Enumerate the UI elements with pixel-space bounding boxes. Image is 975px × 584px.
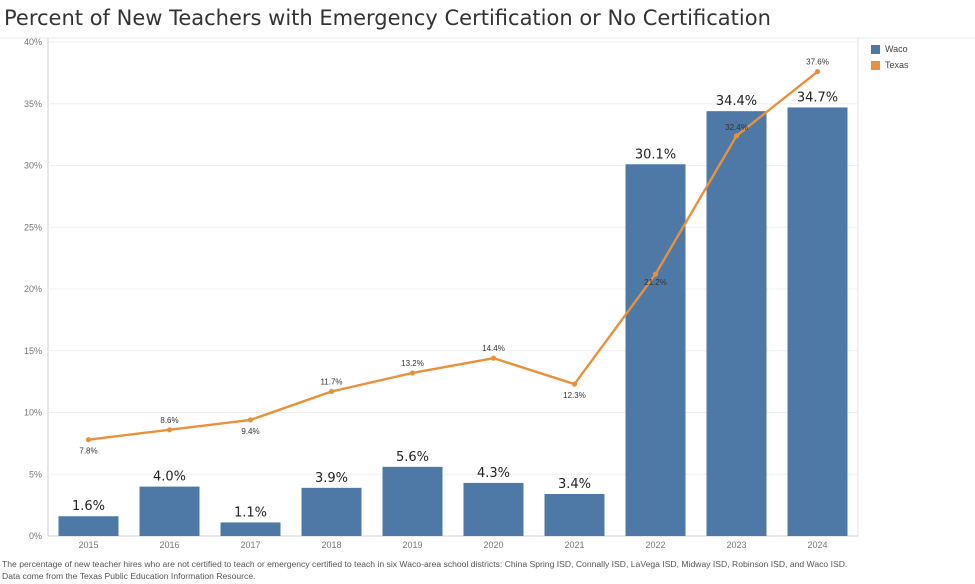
point-label-texas-2019: 13.2% (401, 359, 424, 368)
bar-label-waco-2022: 30.1% (635, 147, 676, 162)
legend-item-waco[interactable]: Waco (871, 41, 909, 57)
x-tick-label: 2017 (240, 540, 260, 550)
point-texas-2019[interactable] (409, 370, 416, 376)
bar-label-waco-2017: 1.1% (234, 505, 267, 520)
y-tick-label: 30% (24, 161, 42, 171)
bar-waco-2020[interactable] (463, 482, 524, 536)
bar-waco-2024[interactable] (787, 107, 848, 536)
y-tick-label: 15% (24, 346, 42, 356)
x-tick-label: 2015 (78, 540, 98, 550)
y-tick-label: 20% (24, 284, 42, 294)
point-label-texas-2020: 14.4% (482, 344, 505, 353)
x-tick-label: 2023 (726, 540, 746, 550)
y-tick-label: 35% (24, 99, 42, 109)
x-tick-label: 2020 (483, 540, 503, 550)
x-tick-label: 2018 (321, 540, 341, 550)
bar-waco-2021[interactable] (544, 494, 605, 536)
bar-waco-2015[interactable] (58, 516, 119, 536)
legend-item-texas[interactable]: Texas (871, 57, 909, 73)
y-tick-label: 5% (29, 469, 42, 479)
x-tick-label: 2022 (645, 540, 665, 550)
bar-waco-2019[interactable] (382, 466, 443, 536)
footnote: The percentage of new teacher hires who … (2, 559, 848, 581)
y-tick-label: 10% (24, 408, 42, 418)
bar-label-waco-2018: 3.9% (315, 471, 348, 486)
legend-swatch-texas (871, 60, 880, 70)
point-texas-2020[interactable] (490, 355, 497, 361)
bar-waco-2022[interactable] (625, 164, 686, 536)
legend: Waco Texas (871, 41, 909, 73)
point-label-texas-2024: 37.6% (806, 58, 829, 67)
bar-label-waco-2020: 4.3% (477, 466, 510, 481)
x-tick-label: 2024 (807, 540, 827, 550)
point-texas-2023[interactable] (733, 133, 740, 139)
y-tick-label: 0% (29, 531, 42, 541)
bar-label-waco-2023: 34.4% (716, 94, 757, 109)
point-texas-2022[interactable] (652, 271, 659, 277)
bar-label-waco-2024: 34.7% (797, 90, 838, 105)
point-texas-2017[interactable] (247, 417, 254, 423)
y-tick-label: 25% (24, 222, 42, 232)
point-label-texas-2022: 21.2% (644, 278, 667, 287)
bar-label-waco-2021: 3.4% (558, 477, 591, 492)
bar-waco-2018[interactable] (301, 487, 362, 536)
line-texas (88, 70, 819, 441)
point-texas-2021[interactable] (571, 381, 578, 387)
point-texas-2015[interactable] (85, 437, 92, 443)
point-label-texas-2017: 9.4% (241, 427, 259, 436)
x-tick-label: 2019 (402, 540, 422, 550)
bar-label-waco-2016: 4.0% (153, 470, 186, 485)
bar-label-waco-2019: 5.6% (396, 450, 429, 465)
point-label-texas-2016: 8.6% (160, 416, 178, 425)
point-label-texas-2023: 32.4% (725, 123, 748, 132)
legend-swatch-waco (871, 44, 880, 54)
chart-title: Percent of New Teachers with Emergency C… (4, 6, 771, 30)
bar-waco-2016[interactable] (139, 486, 200, 536)
y-tick-label: 40% (24, 37, 42, 47)
x-tick-label: 2016 (159, 540, 179, 550)
bar-label-waco-2015: 1.6% (72, 499, 105, 514)
bar-waco-2023[interactable] (706, 111, 767, 536)
legend-label-texas: Texas (885, 60, 909, 70)
point-label-texas-2015: 7.8% (79, 447, 97, 456)
point-texas-2016[interactable] (166, 427, 173, 433)
legend-label-waco: Waco (885, 44, 908, 54)
point-label-texas-2018: 11.7% (320, 378, 342, 387)
bar-waco-2017[interactable] (220, 522, 281, 536)
point-label-texas-2021: 12.3% (563, 391, 586, 400)
point-texas-2024[interactable] (814, 69, 821, 75)
x-tick-label: 2021 (564, 540, 584, 550)
point-texas-2018[interactable] (328, 388, 335, 395)
